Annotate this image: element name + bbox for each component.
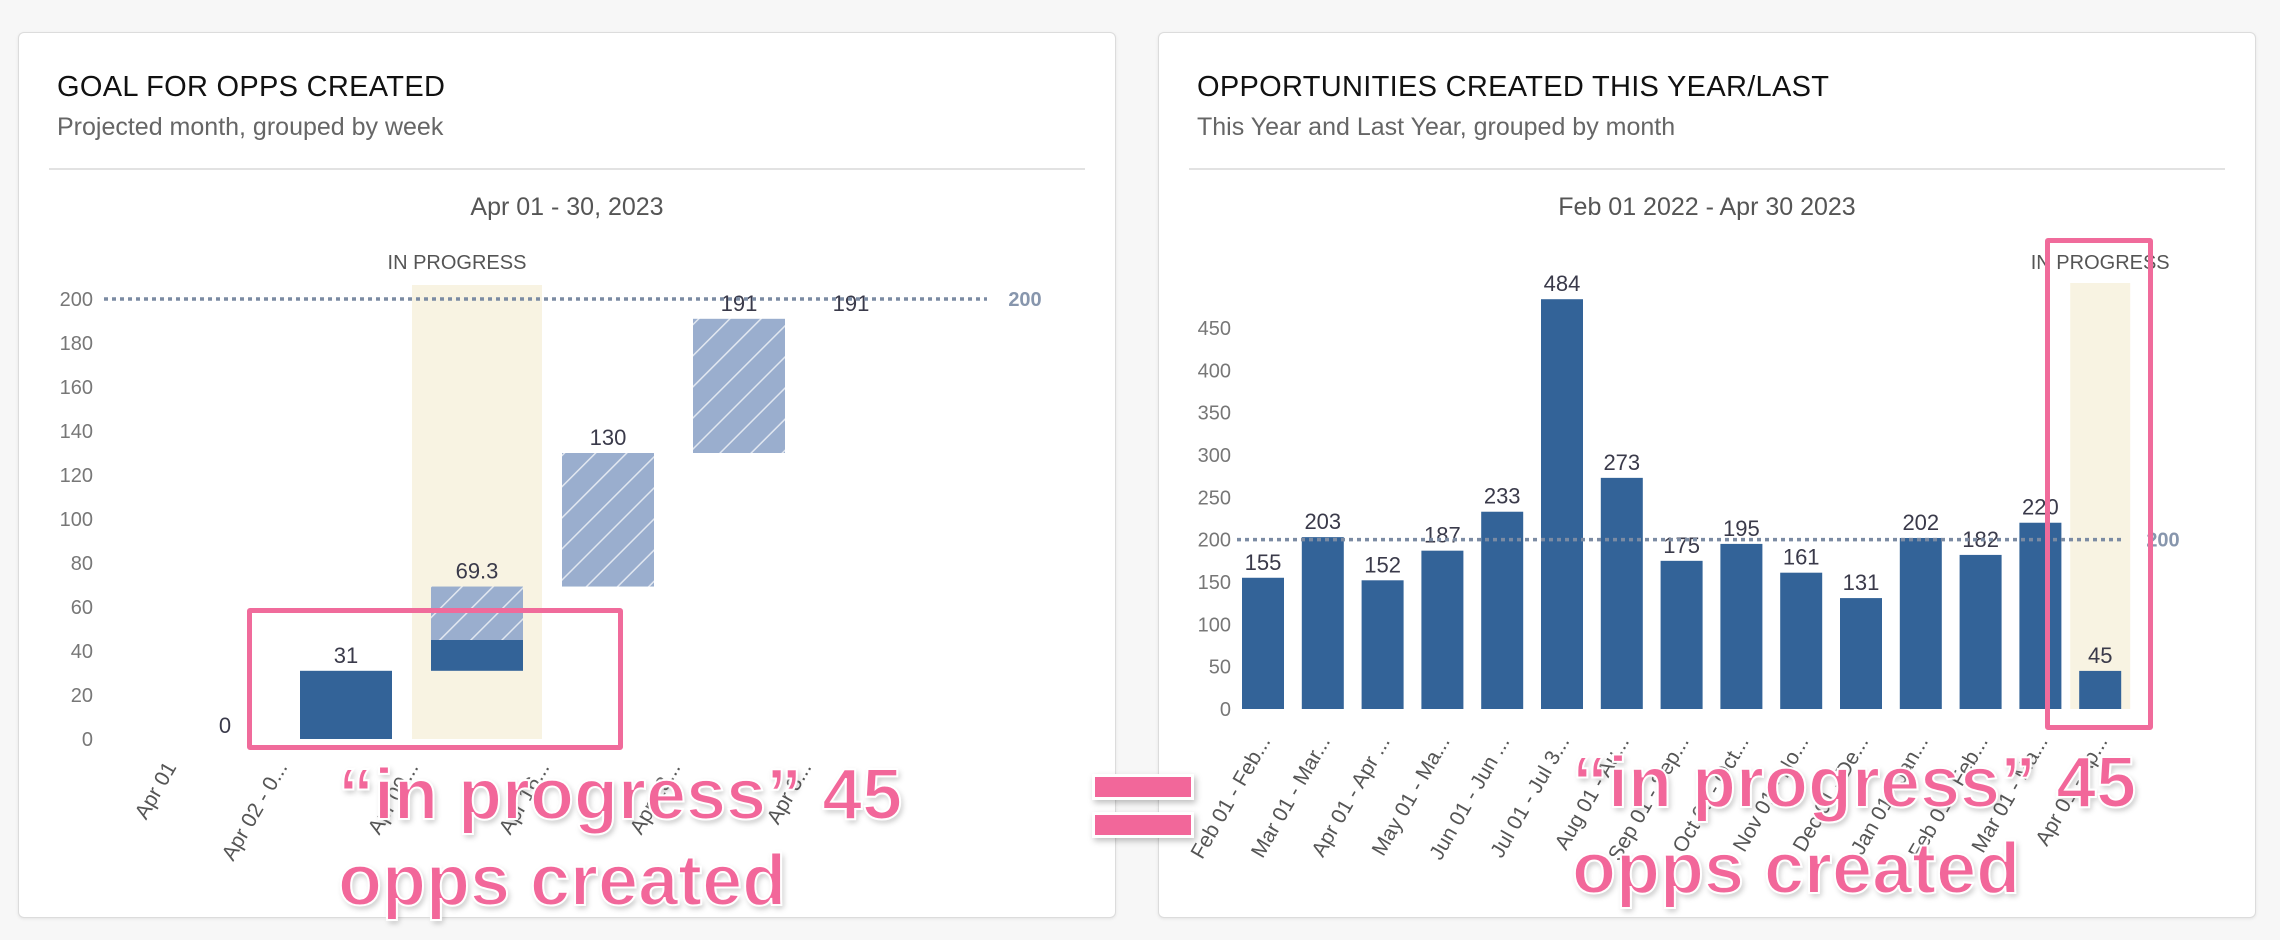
y-tick-label: 0 (82, 729, 93, 751)
highlight-box-right (2045, 238, 2153, 730)
y-tick-label: 200 (1198, 530, 1231, 552)
annotation-right-line2: opps created (1571, 829, 2021, 909)
data-label: 152 (1364, 552, 1401, 577)
bar (1600, 477, 1643, 709)
y-tick-label: 400 (1198, 360, 1231, 382)
monthly-opps-bar-chart: IN PROGRESS 0 50 100 150 200 250 300 350 400 450 15… (1187, 252, 2180, 865)
x-tick-label: Apr 01 (130, 758, 181, 823)
bar (2079, 670, 2122, 709)
y-tick-label: 100 (60, 509, 93, 531)
bar (1481, 511, 1524, 709)
y-tick-label: 0 (1220, 699, 1231, 721)
data-label: 233 (1484, 484, 1521, 509)
bar (1361, 580, 1404, 709)
bar-segment (300, 670, 392, 739)
bar (1899, 537, 1942, 709)
bar-segment (693, 318, 785, 453)
y-tick-label: 100 (1198, 614, 1231, 636)
bar (1780, 572, 1823, 709)
bar-segment (431, 586, 523, 640)
card-title: OPPORTUNITIES CREATED THIS YEAR/LAST (1197, 71, 1830, 103)
date-range-label: Apr 01 - 30, 2023 (470, 193, 664, 221)
x-tick-label: Apr 02 - 0... (218, 758, 293, 865)
data-label: 220 (2022, 495, 2059, 520)
goal-opps-card: GOAL FOR OPPS CREATED Projected month, g… (18, 32, 1116, 918)
data-label: 195 (1723, 516, 1760, 541)
data-label: 130 (590, 425, 627, 450)
data-label: 187 (1424, 523, 1461, 548)
y-tick-label: 120 (60, 465, 93, 487)
data-label: 175 (1663, 533, 1700, 558)
in-progress-band (2070, 283, 2131, 709)
card-title: GOAL FOR OPPS CREATED (57, 71, 446, 103)
data-label: 155 (1245, 550, 1282, 575)
bar (1242, 577, 1284, 709)
goal-value-label: 200 (2146, 530, 2179, 552)
bar (1660, 560, 1703, 709)
bar (1541, 299, 1583, 709)
data-label: 202 (1902, 510, 1939, 535)
y-tick-label: 300 (1198, 445, 1231, 467)
data-label: 31 (334, 643, 358, 668)
equals-sign (1092, 768, 1194, 838)
data-label: 191 (833, 291, 870, 316)
y-tick-label: 40 (71, 641, 93, 663)
data-label: 203 (1304, 509, 1341, 534)
y-tick-label: 160 (60, 377, 93, 399)
y-tick-label: 350 (1198, 403, 1231, 425)
card-divider (49, 168, 1085, 170)
y-tick-label: 50 (1209, 657, 1231, 679)
data-label: 69.3 (456, 559, 499, 584)
card-subtitle: This Year and Last Year, grouped by mont… (1197, 113, 1676, 141)
in-progress-label: IN PROGRESS (388, 252, 527, 274)
annotation-left-line1: “in progress” 45 (337, 755, 903, 835)
bar-segment (562, 453, 654, 587)
goal-waterfall-chart: IN PROGRESS 0 20 40 60 80 100 120 140 160 180 200 0 3… (60, 252, 1042, 865)
bar (1840, 598, 1882, 709)
data-label: 0 (219, 713, 231, 738)
opps-created-card: OPPORTUNITIES CREATED THIS YEAR/LAST Thi… (1158, 32, 2256, 918)
date-range-label: Feb 01 2022 - Apr 30 2023 (1558, 193, 1856, 221)
bar (1421, 550, 1464, 709)
annotation-right-line1: “in progress” 45 (1571, 743, 2137, 823)
highlight-box-left (247, 608, 623, 750)
bar (1959, 554, 2002, 709)
y-tick-label: 200 (60, 289, 93, 311)
bar (1720, 543, 1763, 709)
y-tick-label: 450 (1198, 318, 1231, 340)
data-label: 191 (721, 291, 758, 316)
bar-segment (431, 640, 523, 671)
in-progress-label: IN PROGRESS (2031, 252, 2170, 274)
y-tick-label: 250 (1198, 487, 1231, 509)
bar (2019, 522, 2062, 709)
data-label: 484 (1544, 271, 1581, 296)
bar (1301, 537, 1344, 709)
card-divider (1189, 168, 2225, 170)
y-tick-label: 60 (71, 597, 93, 619)
goal-value-label: 200 (1008, 289, 1041, 311)
y-tick-label: 150 (1198, 572, 1231, 594)
data-label: 161 (1783, 545, 1820, 570)
y-tick-label: 20 (71, 685, 93, 707)
y-tick-label: 180 (60, 333, 93, 355)
annotation-left-line2: opps created (337, 841, 787, 921)
y-tick-label: 140 (60, 421, 93, 443)
card-subtitle: Projected month, grouped by week (57, 113, 444, 141)
data-label: 131 (1843, 570, 1880, 595)
data-label: 45 (2088, 643, 2112, 668)
y-tick-label: 80 (71, 553, 93, 575)
data-label: 273 (1603, 450, 1640, 475)
